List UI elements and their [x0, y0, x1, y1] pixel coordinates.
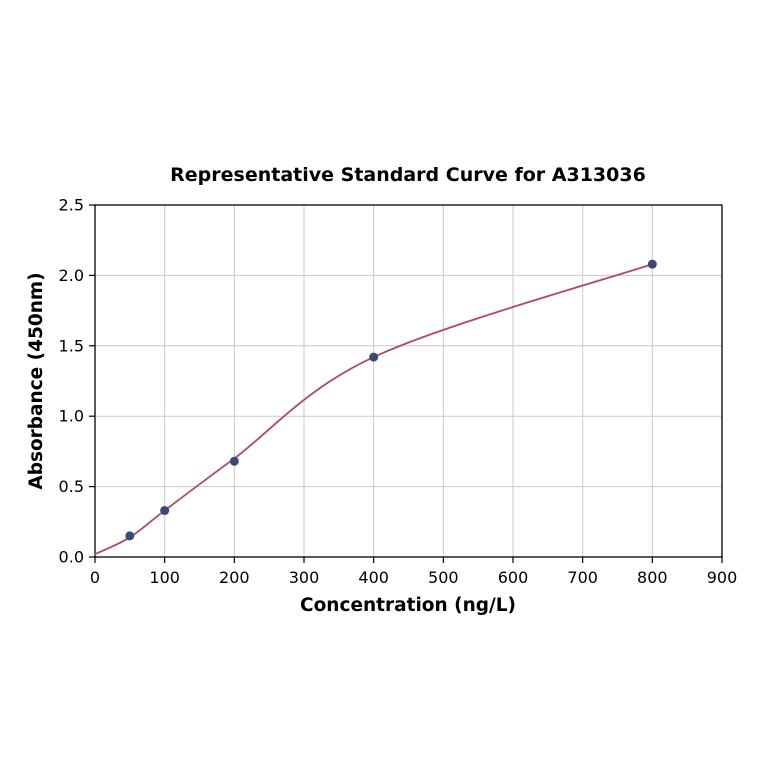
x-tick-label: 400 — [358, 568, 389, 587]
data-point — [160, 506, 170, 516]
plot-border — [94, 204, 723, 558]
x-tick-label: 600 — [498, 568, 529, 587]
x-tick-label: 200 — [219, 568, 250, 587]
x-tick-label: 0 — [90, 568, 100, 587]
y-tick-label: 2.0 — [59, 266, 84, 285]
x-tick-label: 100 — [149, 568, 180, 587]
y-tick-label: 1.5 — [59, 336, 84, 355]
x-tick-label: 800 — [637, 568, 668, 587]
x-tick-label: 900 — [707, 568, 738, 587]
y-tick-label: 0.0 — [59, 548, 84, 567]
x-axis-label: Concentration (ng/L) — [300, 595, 516, 616]
y-axis-label: Absorbance (450nm) — [26, 272, 47, 489]
y-tick-label: 1.0 — [59, 407, 84, 426]
data-point — [369, 352, 379, 362]
x-tick-label: 500 — [428, 568, 459, 587]
x-tick-label: 700 — [567, 568, 598, 587]
data-point — [125, 531, 135, 541]
plot-area: 0 100 200 300 400 500 600 700 800 900 0.0 0.5 1.0 1.5… — [59, 196, 738, 588]
x-tick-label: 300 — [289, 568, 320, 587]
data-point — [647, 259, 657, 269]
data-point — [229, 456, 239, 466]
chart-title: Representative Standard Curve for A31303… — [170, 164, 646, 186]
y-tick-label: 0.5 — [59, 477, 84, 496]
y-tick-label: 2.5 — [59, 196, 84, 215]
